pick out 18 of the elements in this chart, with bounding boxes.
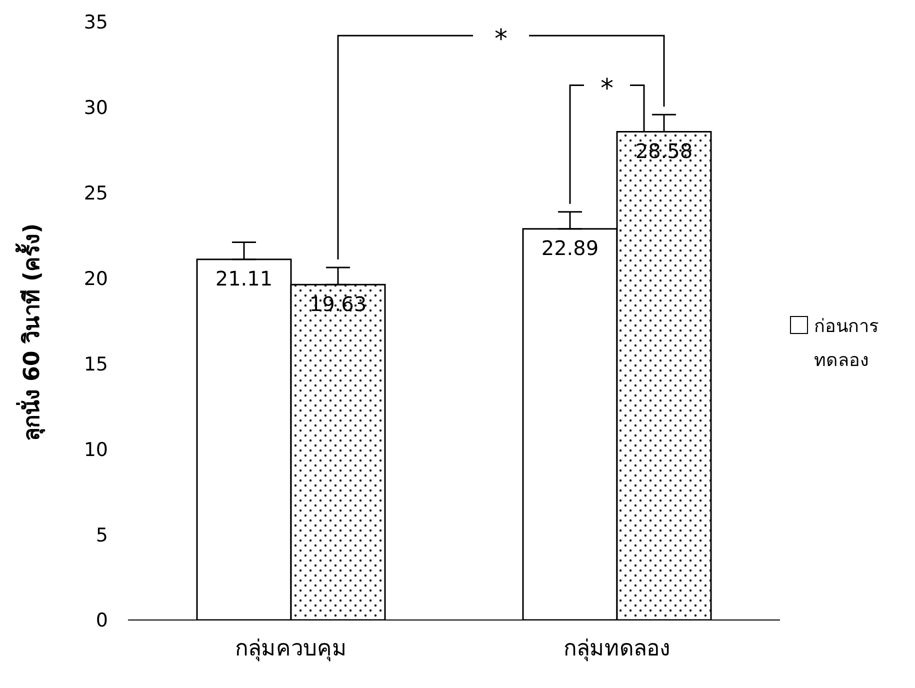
data-label: 28.58: [635, 138, 693, 163]
data-label: 21.11: [215, 266, 273, 291]
y-axis-title: ลุกนั่ง 60 วินาที (ครั้ง): [14, 223, 46, 441]
data-label: 22.89: [541, 236, 599, 260]
y-tick-label: 5: [96, 524, 108, 546]
x-tick-label: กลุ่มควบคุม: [235, 636, 347, 662]
annotation: *: [494, 24, 508, 55]
annotation: *: [600, 74, 614, 104]
y-tick-label: 25: [84, 182, 108, 205]
y-tick-label: 0: [96, 610, 108, 632]
y-tick-label: 20: [84, 268, 108, 290]
y-tick-label: 35: [84, 12, 108, 34]
legend-label: ก่อนการทดลอง: [814, 315, 880, 373]
y-tick-label: 15: [84, 353, 108, 376]
y-tick-label: 10: [84, 438, 108, 461]
x-tick-label: กลุ่มทดลอง: [564, 636, 670, 662]
y-tick-label: 30: [84, 97, 108, 120]
data-label: 19.63: [309, 292, 367, 316]
